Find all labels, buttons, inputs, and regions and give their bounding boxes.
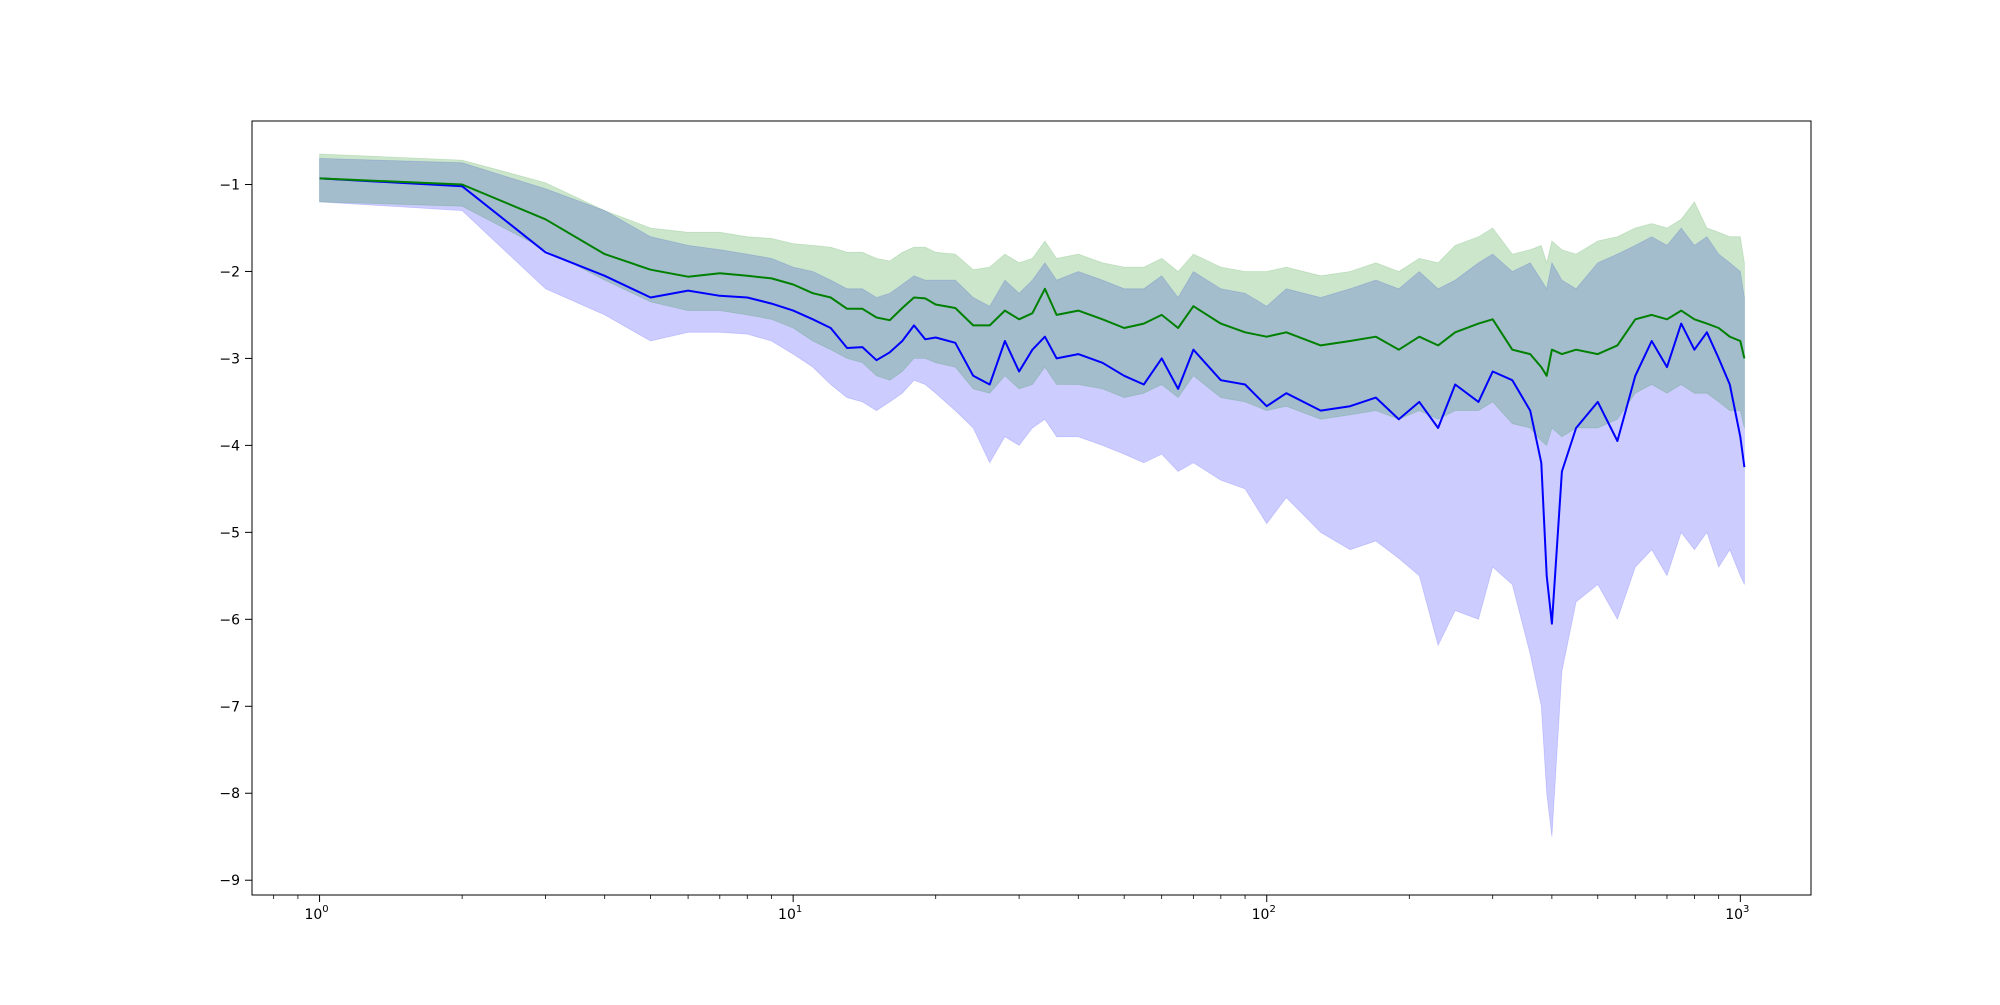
y-tick-label: −7	[219, 699, 240, 715]
x-tick-label: 103	[1725, 904, 1749, 923]
y-tick-label: −4	[219, 438, 240, 454]
y-tick-label: −2	[219, 264, 240, 280]
y-tick-label: −9	[219, 873, 240, 889]
x-tick-label: 101	[778, 904, 802, 923]
y-tick-label: −8	[219, 786, 240, 802]
x-tick-label: 102	[1252, 904, 1276, 923]
plot-area-frame	[251, 120, 1812, 896]
series-lines	[319, 177, 1746, 625]
band-1	[319, 157, 1745, 837]
series-line-1	[319, 177, 1746, 625]
x-tick-label: 100	[304, 904, 328, 923]
confidence-bands	[319, 153, 1745, 837]
y-tick-label: −5	[219, 525, 240, 541]
y-tick-label: −1	[219, 177, 240, 193]
y-tick-label: −3	[219, 351, 240, 367]
x-axis: 100 101 102 103	[273, 895, 1749, 923]
y-tick-label: −6	[219, 612, 240, 628]
y-axis: −1 −2 −3 −4 −5 −6 −7 −8 −9	[219, 177, 252, 889]
series-line-2	[319, 177, 1746, 377]
band-2	[319, 153, 1745, 447]
